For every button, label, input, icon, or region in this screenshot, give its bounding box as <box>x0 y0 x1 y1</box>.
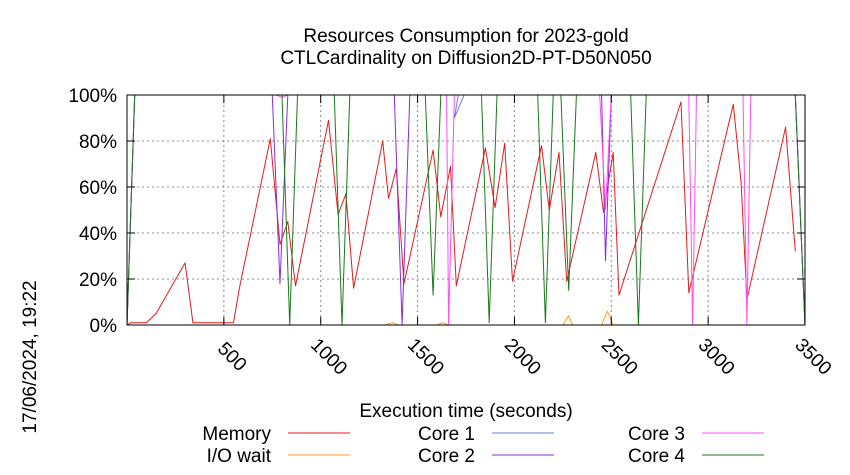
x-tick-label: 500 <box>213 338 250 375</box>
series-lines <box>126 94 806 326</box>
x-tick-label: 1500 <box>403 335 448 380</box>
series-line-core-4 <box>126 94 806 326</box>
series-line-core-1 <box>126 94 806 326</box>
series-line-core-2 <box>126 94 806 326</box>
y-tick-label: 80% <box>79 132 117 153</box>
x-tick-label: 3000 <box>694 335 739 380</box>
series-line-core-3 <box>126 94 806 326</box>
legend-label-core-4: Core 4 <box>628 446 685 467</box>
y-tick-label: 60% <box>79 178 117 199</box>
x-tick-label: 2500 <box>597 335 642 380</box>
y-tick-label: 100% <box>68 86 117 107</box>
grid <box>127 95 805 325</box>
y-tick-label: 40% <box>79 224 117 245</box>
chart-title: Resources Consumption for 2023-gold <box>303 26 628 47</box>
plot-frame <box>126 94 806 326</box>
chart-subtitle: CTLCardinality on Diffusion2D-PT-D50N050 <box>280 48 651 69</box>
series-line-memory <box>126 101 796 326</box>
timestamp-label: 17/06/2024, 19:22 <box>20 280 41 433</box>
legend-label-i-o-wait: I/O wait <box>207 446 272 467</box>
legend-label-core-2: Core 2 <box>418 446 475 467</box>
legend-label-memory: Memory <box>202 424 271 445</box>
legend-label-core-3: Core 3 <box>628 424 685 445</box>
x-tick-label: 1000 <box>306 335 351 380</box>
y-tick-label: 20% <box>79 270 117 291</box>
x-tick-label: 2000 <box>500 335 545 380</box>
legend-label-core-1: Core 1 <box>418 424 475 445</box>
y-tick-label: 0% <box>90 316 118 337</box>
x-tick-label: 3500 <box>791 335 836 380</box>
x-axis-label: Execution time (seconds) <box>359 401 572 422</box>
